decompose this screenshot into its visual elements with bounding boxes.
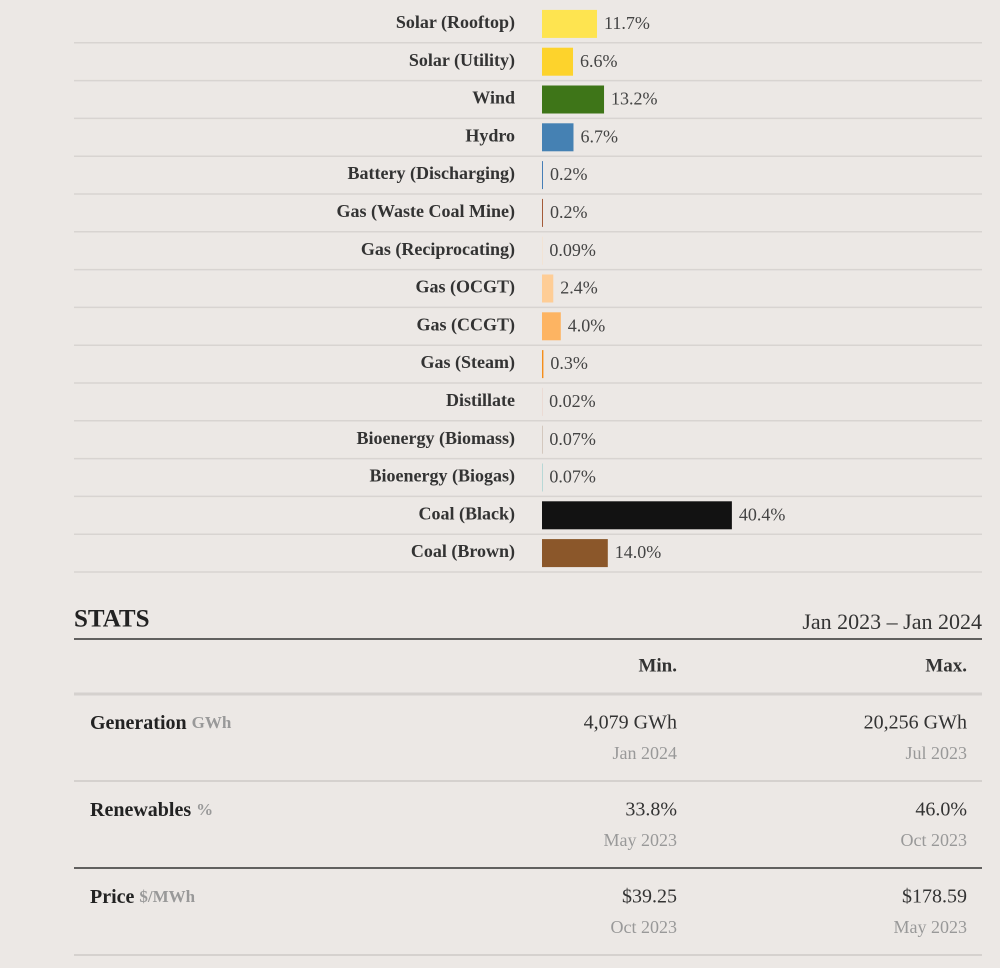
category-label: Hydro <box>465 125 515 145</box>
row-label: Renewables% <box>90 799 213 821</box>
value-label: 13.2% <box>611 89 658 109</box>
bar <box>542 47 574 76</box>
category-label: Battery (Discharging) <box>348 163 515 184</box>
bar <box>542 274 554 303</box>
category-label: Coal (Brown) <box>411 541 515 562</box>
value-label: 4.0% <box>568 315 606 335</box>
category-label: Solar (Rooftop) <box>396 12 515 33</box>
max-value: $178.59 <box>902 886 967 908</box>
category-label: Gas (OCGT) <box>415 277 515 298</box>
min-value: 4,079 GWh <box>584 712 677 734</box>
column-header: Min. <box>638 655 677 676</box>
value-label: 0.3% <box>550 353 588 373</box>
min-value: 33.8% <box>625 799 677 821</box>
bar <box>542 539 608 568</box>
max-date: May 2023 <box>894 917 968 937</box>
value-label: 0.07% <box>549 429 596 449</box>
category-label: Bioenergy (Biomass) <box>357 428 515 449</box>
bar <box>542 350 544 379</box>
category-label: Bioenergy (Biogas) <box>370 466 516 487</box>
max-value: 46.0% <box>915 799 967 821</box>
min-date: Jan 2024 <box>613 743 678 763</box>
category-label: Solar (Utility) <box>409 50 515 71</box>
max-value: 20,256 GWh <box>864 712 967 734</box>
bar <box>542 161 543 190</box>
category-label: Distillate <box>446 390 515 410</box>
category-label: Gas (Waste Coal Mine) <box>337 201 515 222</box>
label: Generation <box>90 712 187 734</box>
bar <box>542 9 597 38</box>
value-label: 0.09% <box>549 240 596 260</box>
max-date: Jul 2023 <box>905 743 967 763</box>
min-date: May 2023 <box>604 830 678 850</box>
bar <box>542 85 605 114</box>
category-label: Gas (Reciprocating) <box>361 239 515 260</box>
value-label: 11.7% <box>604 13 650 33</box>
row-label: Generation GWh <box>90 712 232 734</box>
min-value: $39.25 <box>622 886 677 908</box>
label: Price <box>90 886 135 908</box>
unit: % <box>196 800 213 819</box>
category-label: Wind <box>472 88 515 108</box>
unit: $/MWh <box>139 887 195 906</box>
column-header: Max. <box>925 655 967 676</box>
value-label: 0.2% <box>550 202 588 222</box>
value-label: 6.6% <box>580 51 618 71</box>
value-label: 2.4% <box>560 278 598 298</box>
stats-period: Jan 2023 – Jan 2024 <box>802 609 982 634</box>
category-label: Gas (CCGT) <box>417 314 516 335</box>
category-label: Coal (Black) <box>419 503 516 524</box>
bar <box>542 198 543 227</box>
stats-title: STATS <box>74 606 150 633</box>
category-label: Gas (Steam) <box>421 352 515 373</box>
bar <box>542 312 561 341</box>
value-label: 6.7% <box>580 126 618 146</box>
value-label: 14.0% <box>615 542 662 562</box>
max-date: Oct 2023 <box>901 830 968 850</box>
min-date: Oct 2023 <box>611 917 678 937</box>
row-label: Price $/MWh <box>90 886 196 908</box>
label: Renewables <box>90 799 191 821</box>
value-label: 0.2% <box>550 164 588 184</box>
value-label: 40.4% <box>739 504 786 524</box>
value-label: 0.02% <box>549 391 596 411</box>
bar <box>542 123 574 152</box>
value-label: 0.07% <box>549 467 596 487</box>
unit: GWh <box>192 713 232 732</box>
bar <box>542 501 732 530</box>
